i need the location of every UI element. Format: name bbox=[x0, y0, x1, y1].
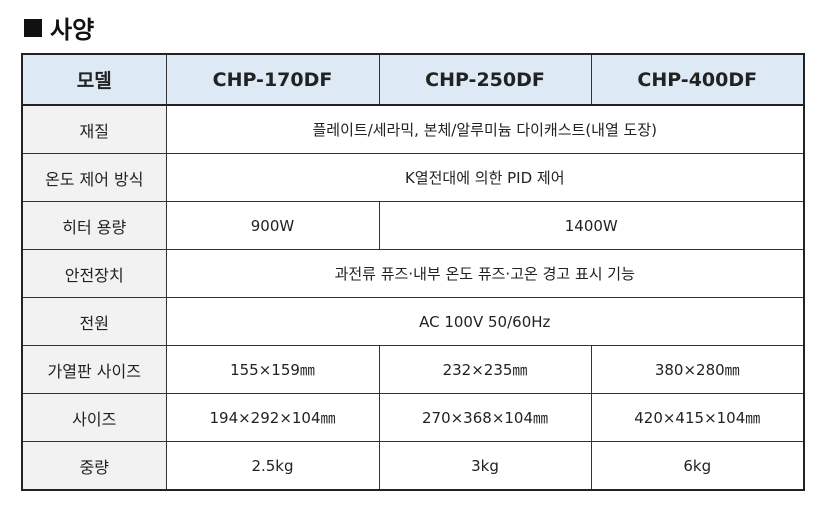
table-cell: 155×159㎜ bbox=[165, 345, 380, 394]
table-cell: 6kg bbox=[590, 441, 805, 491]
table-row: 전원 AC 100V 50/60Hz bbox=[21, 297, 805, 346]
header-cell: CHP-170DF bbox=[165, 53, 380, 106]
table-cell: K열전대에 의한 PID 제어 bbox=[165, 153, 805, 202]
table-cell: 2.5kg bbox=[165, 441, 380, 491]
table-cell: AC 100V 50/60Hz bbox=[165, 297, 805, 346]
table-cell: 플레이트/세라믹, 본체/알루미늄 다이캐스트(내열 도장) bbox=[165, 104, 805, 154]
table-cell: 380×280㎜ bbox=[590, 345, 805, 394]
row-label: 사이즈 bbox=[21, 393, 167, 442]
table-cell: 270×368×104㎜ bbox=[378, 393, 592, 442]
row-label: 온도 제어 방식 bbox=[21, 153, 167, 202]
table-cell: 3kg bbox=[378, 441, 592, 491]
spec-table: 모델 CHP-170DF CHP-250DF CHP-400DF 재질 플레이트… bbox=[21, 53, 805, 491]
table-cell: 900W bbox=[165, 201, 380, 250]
table-row: 가열판 사이즈 155×159㎜ 232×235㎜ 380×280㎜ bbox=[21, 345, 805, 394]
row-label: 안전장치 bbox=[21, 249, 167, 298]
table-row: 재질 플레이트/세라믹, 본체/알루미늄 다이캐스트(내열 도장) bbox=[21, 104, 805, 154]
black-square-icon bbox=[24, 18, 42, 37]
table-header-row: 모델 CHP-170DF CHP-250DF CHP-400DF bbox=[21, 53, 805, 106]
table-cell: 232×235㎜ bbox=[378, 345, 592, 394]
row-label: 가열판 사이즈 bbox=[21, 345, 167, 394]
header-cell: CHP-250DF bbox=[378, 53, 592, 106]
header-cell: 모델 bbox=[21, 53, 167, 106]
header-cell: CHP-400DF bbox=[590, 53, 805, 106]
table-row: 히터 용량 900W 1400W bbox=[21, 201, 805, 250]
table-cell: 194×292×104㎜ bbox=[165, 393, 380, 442]
table-row: 중량 2.5kg 3kg 6kg bbox=[21, 441, 805, 491]
table-cell: 420×415×104㎜ bbox=[590, 393, 805, 442]
row-label: 재질 bbox=[21, 104, 167, 154]
row-label: 중량 bbox=[21, 441, 167, 491]
table-cell: 과전류 퓨즈·내부 온도 퓨즈·고온 경고 표시 기능 bbox=[165, 249, 805, 298]
row-label: 히터 용량 bbox=[21, 201, 167, 250]
section-title-text: 사양 bbox=[50, 16, 95, 44]
table-row: 안전장치 과전류 퓨즈·내부 온도 퓨즈·고온 경고 표시 기능 bbox=[21, 249, 805, 298]
table-row: 사이즈 194×292×104㎜ 270×368×104㎜ 420×415×10… bbox=[21, 393, 805, 442]
section-title: 사양 bbox=[24, 10, 94, 45]
row-label: 전원 bbox=[21, 297, 167, 346]
table-row: 온도 제어 방식 K열전대에 의한 PID 제어 bbox=[21, 153, 805, 202]
table-cell: 1400W bbox=[378, 201, 805, 250]
